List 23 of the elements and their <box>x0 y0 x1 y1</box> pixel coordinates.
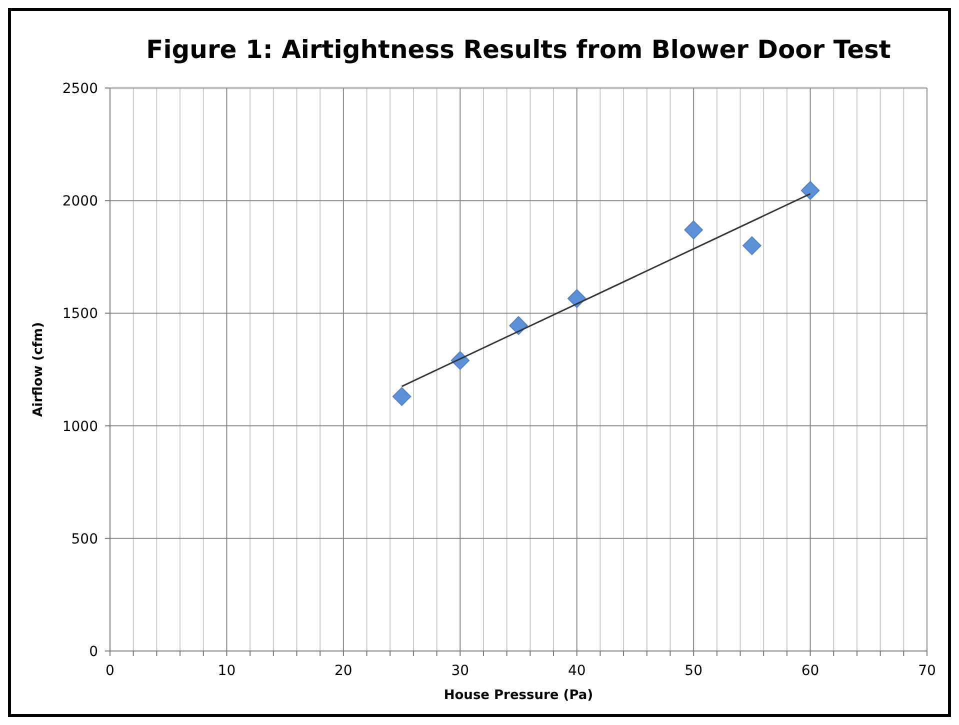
y-tick-label: 1500 <box>62 306 98 322</box>
x-tick-label: 20 <box>334 663 352 679</box>
x-tick-label: 30 <box>451 663 470 679</box>
point <box>800 181 820 200</box>
y-tick-label: 0 <box>89 644 98 660</box>
point <box>567 289 586 308</box>
y-axis-title: Airflow (cfm) <box>31 322 46 417</box>
x-tick-label: 50 <box>684 663 702 679</box>
x-axis-title: House Pressure (Pa) <box>444 688 594 703</box>
x-tick-label: 60 <box>801 663 820 679</box>
y-tick-label: 500 <box>71 531 98 548</box>
point <box>392 387 412 406</box>
x-tick-label: 10 <box>218 663 236 679</box>
y-tick-label: 1000 <box>62 418 98 435</box>
x-tick-label: 70 <box>918 663 936 679</box>
x-tick-label: 40 <box>568 663 586 679</box>
x-tick-label: 0 <box>106 663 114 679</box>
y-tick-label: 2000 <box>62 194 98 210</box>
point <box>509 316 528 335</box>
y-tick-label: 2500 <box>62 81 98 97</box>
chart-title: Figure 1: Airtightness Results from Blower Door Test <box>146 35 891 64</box>
point <box>684 220 703 240</box>
point <box>742 236 762 256</box>
